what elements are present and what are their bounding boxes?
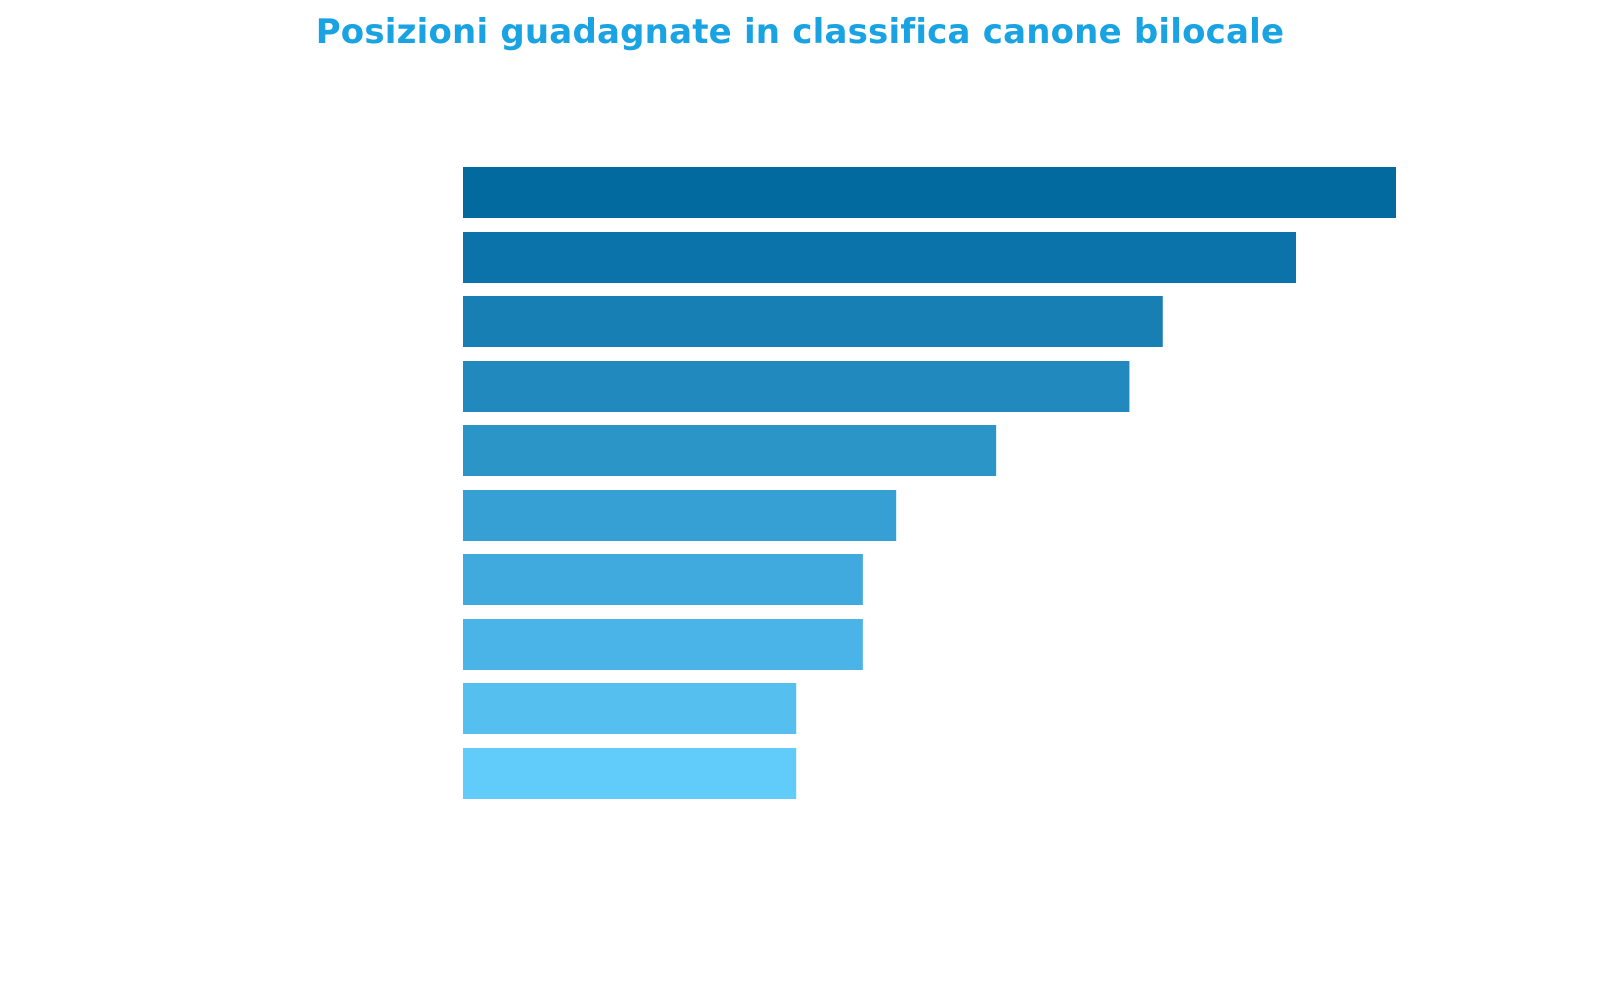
bar-3 <box>463 296 1163 347</box>
bar-1 <box>463 167 1396 218</box>
bar-10 <box>463 748 797 799</box>
bar-6 <box>463 490 897 541</box>
chart-title: Posizioni guadagnate in classifica canon… <box>315 12 1285 52</box>
bars-group <box>463 167 1396 799</box>
bar-5 <box>463 425 997 476</box>
bar-9 <box>463 683 797 734</box>
bar-2 <box>463 232 1297 283</box>
bar-7 <box>463 554 863 605</box>
bar-4 <box>463 361 1130 412</box>
bar-8 <box>463 619 863 670</box>
